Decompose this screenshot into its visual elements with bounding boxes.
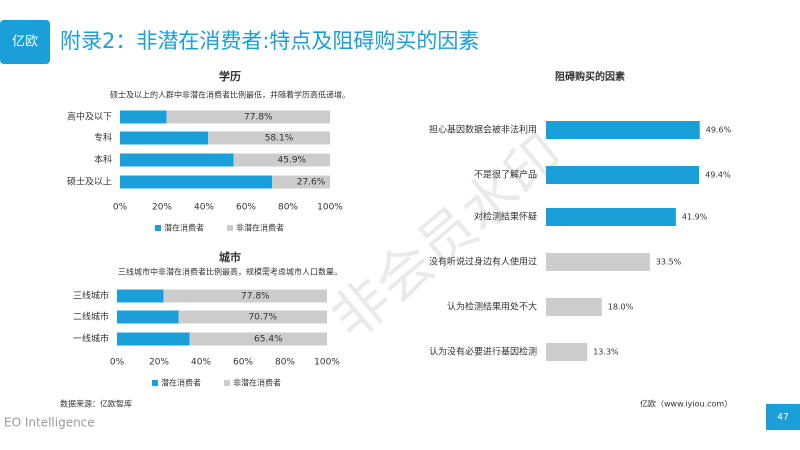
- legend-label: 潜在消费者: [161, 378, 201, 388]
- bar-segment: [117, 310, 179, 324]
- legend-swatch: [224, 380, 230, 386]
- x-tick-label: 100%: [317, 203, 343, 213]
- value-label: 49.4%: [705, 171, 731, 180]
- category-label: 高中及以下: [67, 111, 112, 123]
- category-label: 没有听说过身边有人使用过: [429, 256, 537, 268]
- bar-segment: [163, 289, 327, 303]
- bar-segment: [120, 110, 167, 124]
- x-tick-label: 100%: [314, 358, 340, 368]
- watermark: 非会员水印: [320, 123, 576, 353]
- value-label: 70.7%: [248, 313, 277, 323]
- bar-segment: [166, 110, 330, 124]
- bar-segment: [117, 289, 164, 303]
- x-tick-label: 40%: [194, 203, 214, 213]
- bar-segment: [178, 310, 327, 324]
- x-tick-label: 80%: [278, 203, 298, 213]
- logo: 亿欧: [12, 35, 38, 50]
- category-label: 本科: [94, 154, 112, 166]
- category-label: 三线城市: [73, 290, 109, 302]
- category-label: 一线城市: [73, 333, 109, 345]
- bar-segment: [272, 175, 330, 189]
- category-label: 专科: [94, 132, 112, 144]
- category-label: 认为没有必要进行基因检测: [429, 346, 537, 358]
- category-label: 二线城市: [73, 311, 109, 323]
- legend-swatch: [227, 225, 233, 231]
- bar: [546, 343, 588, 361]
- value-label: 45.9%: [278, 156, 307, 166]
- logo-box: [0, 20, 50, 64]
- slide-title: 附录2：非潜在消费者:特点及阻碍购买的因素: [60, 29, 479, 53]
- value-label: 65.4%: [254, 335, 283, 345]
- brand: EO Intelligence: [4, 416, 95, 430]
- x-tick-label: 40%: [191, 358, 211, 368]
- value-label: 49.6%: [706, 126, 732, 135]
- category-label: 认为检测结果用处不大: [447, 301, 537, 313]
- value-label: 18.0%: [608, 303, 634, 312]
- chart-title: 阻碍购买的因素: [555, 70, 625, 83]
- bar-segment: [120, 153, 234, 167]
- category-label: 不是很了解产品: [474, 169, 537, 181]
- x-tick-label: 20%: [152, 203, 172, 213]
- site: 亿欧（www.iyiou.com）: [640, 399, 732, 409]
- chart-subtitle: 三线城市中非潜在消费者比例最高，规模需考虑城市人口数量。: [118, 267, 342, 277]
- value-label: 13.3%: [593, 348, 619, 357]
- value-label: 58.1%: [265, 134, 294, 144]
- bar: [546, 166, 700, 184]
- x-tick-label: 0%: [110, 358, 125, 368]
- legend-label: 潜在消费者: [164, 223, 204, 233]
- legend-swatch: [152, 380, 158, 386]
- bar: [546, 121, 700, 139]
- x-tick-label: 60%: [233, 358, 253, 368]
- bar: [546, 253, 650, 271]
- x-tick-label: 80%: [275, 358, 295, 368]
- bar-segment: [120, 131, 208, 145]
- legend-swatch: [155, 225, 161, 231]
- chart-title: 城市: [219, 250, 241, 264]
- x-tick-label: 20%: [149, 358, 169, 368]
- category-label: 担心基因数据会被非法利用: [429, 124, 537, 136]
- page-box: [766, 404, 800, 430]
- bar: [546, 298, 602, 316]
- value-label: 77.8%: [241, 292, 270, 302]
- chart-title: 学历: [219, 69, 241, 83]
- bar-segment: [120, 175, 273, 189]
- x-tick-label: 0%: [113, 203, 128, 213]
- legend-label: 非潜在消费者: [233, 378, 281, 388]
- page-number: 47: [777, 413, 788, 423]
- bar-segment: [189, 332, 327, 346]
- value-label: 33.5%: [656, 258, 682, 267]
- category-label: 硕士及以上: [67, 176, 112, 188]
- x-tick-label: 60%: [236, 203, 256, 213]
- value-label: 41.9%: [682, 213, 708, 222]
- category-label: 对检测结果怀疑: [474, 211, 537, 223]
- source: 数据来源：亿欧智库: [60, 399, 132, 409]
- value-label: 27.6%: [297, 178, 326, 188]
- legend-label: 非潜在消费者: [236, 223, 284, 233]
- bar-segment: [117, 332, 190, 346]
- bar-segment: [207, 131, 330, 145]
- value-label: 77.8%: [244, 113, 273, 123]
- bar: [546, 208, 676, 226]
- bar-segment: [233, 153, 330, 167]
- chart-subtitle: 硕士及以上的人群中非潜在消费者比例最低，并随着学历高低递增。: [110, 90, 350, 100]
